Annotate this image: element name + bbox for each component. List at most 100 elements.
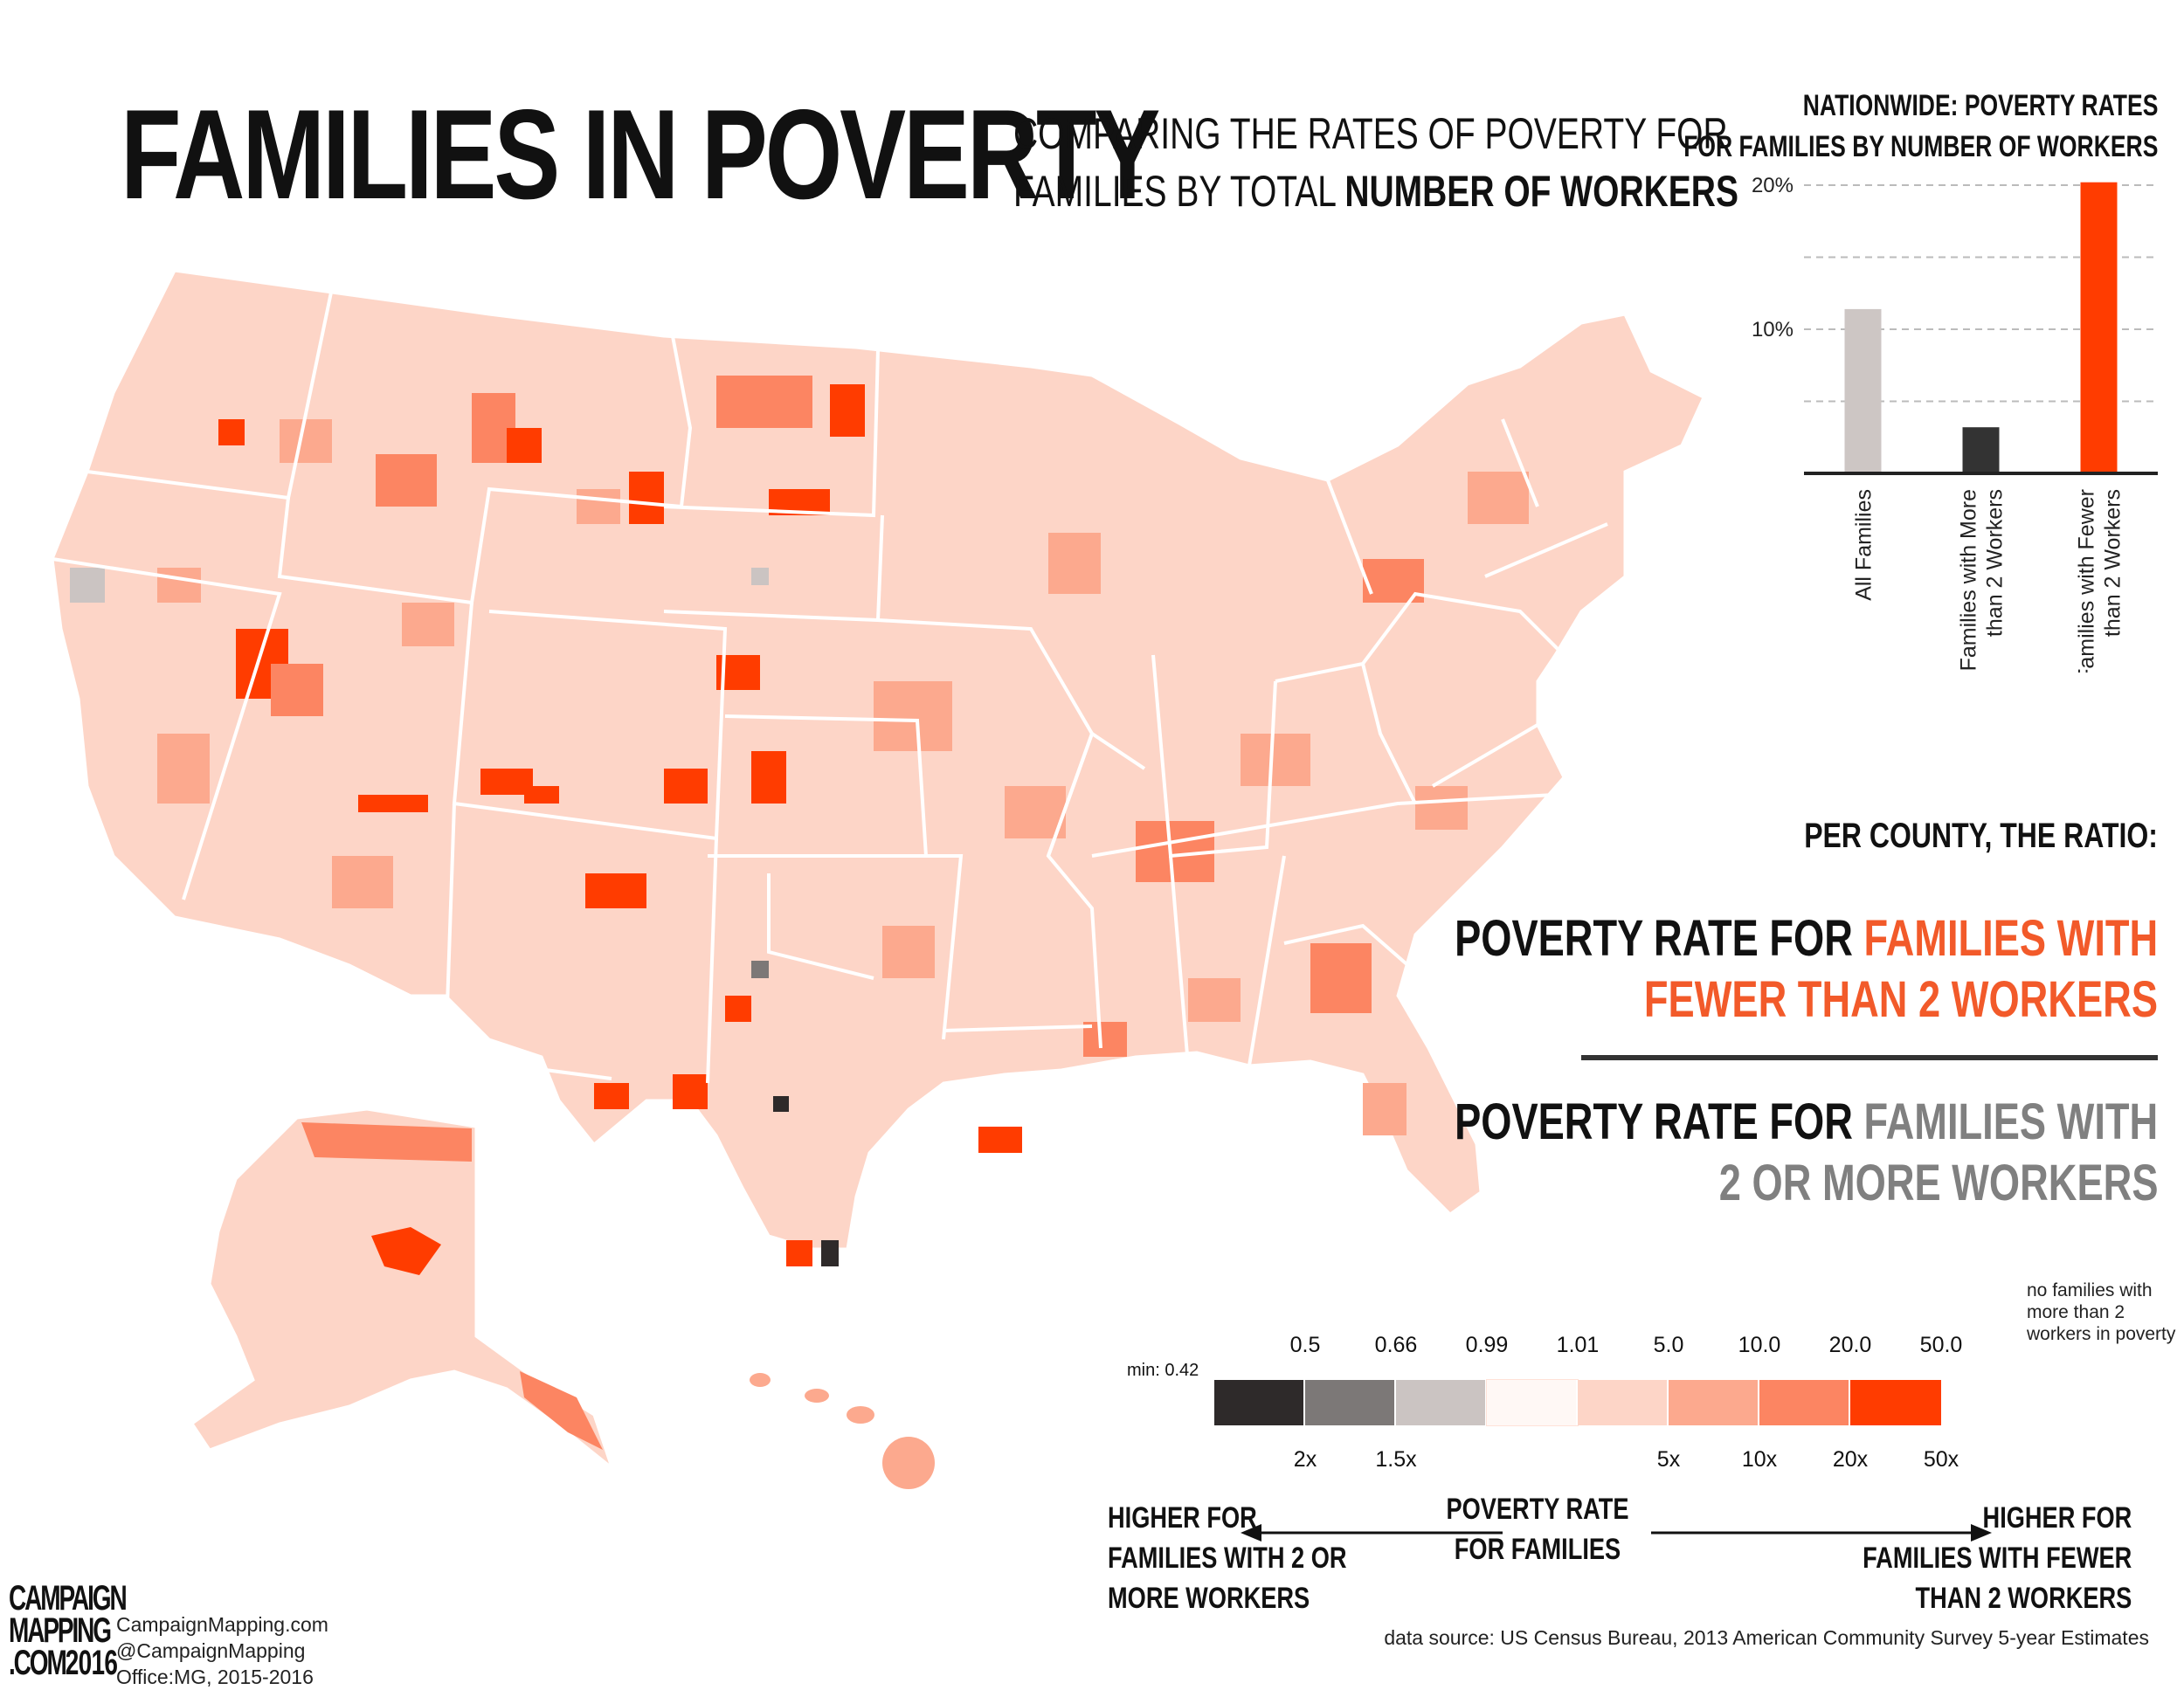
- legend-top-label: 50.0: [1919, 1333, 1963, 1357]
- legend-top-label: 1.01: [1556, 1333, 1600, 1357]
- subtitle-line-2: FAMILIES BY TOTAL NUMBER OF WORKERS: [1013, 162, 1738, 220]
- legend-bottom-label: 10x: [1741, 1447, 1778, 1472]
- logo-line-2: MAPPING: [9, 1611, 112, 1650]
- state-border: [277, 335, 693, 605]
- county-patch: [402, 603, 454, 646]
- county-patch: [524, 786, 559, 804]
- legend-center-label: POVERTY RATE FOR FAMILIES: [1446, 1489, 1628, 1569]
- hawaii-island-3: [847, 1406, 874, 1424]
- state-border: [1275, 591, 1565, 683]
- right-arrow-icon: [1651, 1524, 1992, 1542]
- county-patch: [882, 926, 935, 978]
- county-patch: [332, 856, 393, 908]
- legend-top-label: 0.99: [1465, 1333, 1509, 1357]
- county-patch: [1310, 943, 1372, 1013]
- subtitle-line-2-bold: NUMBER OF WORKERS: [1344, 167, 1738, 216]
- county-patch: [821, 1240, 839, 1266]
- county-patch: [507, 428, 542, 463]
- x-label-line: All Families: [1852, 489, 1876, 601]
- legend-swatch: [1214, 1380, 1305, 1425]
- county-patch: [1188, 978, 1241, 1022]
- chart-x-labels: All Families Families with More than 2 Wor…: [1852, 489, 2125, 673]
- nationwide-title-line-2: FOR FAMILIES BY NUMBER OF WORKERS: [1683, 130, 2158, 163]
- color-legend: 0.5 0.66 0.99 1.01 5.0 10.0 20.0 50.0 2x 1.5x 5x 10…: [1118, 1275, 2079, 1472]
- county-patch: [751, 751, 786, 804]
- subtitle-line-2-text: FAMILIES BY TOTAL: [1013, 167, 1345, 216]
- right-label-line: HIGHER FOR: [1982, 1501, 2132, 1535]
- nationwide-title-line-1: NATIONWIDE: POVERTY RATES: [1802, 89, 2158, 122]
- legend-swatch: [1578, 1380, 1669, 1425]
- state-border: [1091, 793, 1556, 1066]
- county-patch: [218, 419, 245, 445]
- numerator-highlight-1: FAMILIES WITH: [1863, 910, 2158, 967]
- county-patch: [1468, 472, 1529, 524]
- x-label-0: All Families: [1852, 489, 1876, 601]
- legend-top-label: 0.66: [1374, 1333, 1418, 1357]
- us-county-map: [51, 269, 1705, 1489]
- county-patch: [978, 1127, 1022, 1153]
- county-patch: [70, 568, 105, 603]
- numerator-line-1: POVERTY RATE FOR FAMILIES WITH: [1455, 908, 2158, 969]
- county-patch: [585, 873, 646, 908]
- county-patch: [157, 734, 210, 804]
- legend-bottom-label: 1.5x: [1375, 1447, 1417, 1472]
- county-patch: [1415, 786, 1468, 830]
- bar-0: [1844, 308, 1882, 473]
- numerator-prefix: POVERTY RATE FOR: [1454, 910, 1864, 967]
- county-patch: [629, 472, 664, 524]
- legend-top-label: 5.0: [1653, 1333, 1684, 1357]
- center-label-line: POVERTY RATE: [1446, 1493, 1629, 1526]
- county-patch: [376, 454, 437, 507]
- county-patch: [280, 419, 332, 463]
- county-patch: [594, 1083, 629, 1109]
- state-border: [1047, 730, 1434, 989]
- county-patches: [70, 376, 1529, 1266]
- alaska-interior-hotspot: [371, 1227, 441, 1275]
- county-patch: [673, 1074, 708, 1109]
- legend-bottom-label: 50x: [1923, 1447, 1959, 1472]
- chart-bars: [1844, 182, 2118, 473]
- state-border: [443, 803, 612, 1080]
- hawaii-island-2: [805, 1389, 829, 1403]
- x-label-line: than 2 Workers: [1983, 489, 2008, 637]
- county-patch: [1241, 734, 1310, 786]
- subtitle: COMPARING THE RATES OF POVERTY FOR FAMIL…: [1013, 105, 1738, 220]
- left-label-line: MORE WORKERS: [1108, 1582, 1310, 1615]
- legend-top-label: 0.5: [1289, 1333, 1321, 1357]
- state-border: [1361, 663, 1539, 804]
- county-patch: [664, 769, 708, 804]
- center-label-line: FOR FAMILIES: [1454, 1533, 1621, 1566]
- legend-swatch: [1850, 1380, 1941, 1425]
- state-border: [663, 348, 880, 1084]
- legend-bottom-label: 5x: [1656, 1447, 1681, 1472]
- county-patch: [773, 1096, 789, 1112]
- left-label-line: HIGHER FOR: [1108, 1501, 1257, 1535]
- bar-1: [1962, 427, 2000, 473]
- campaignmapping-logo: CAMPAIGN MAPPING .COM2016: [9, 1579, 128, 1682]
- numerator-line-2: FEWER THAN 2 WORKERS: [1643, 971, 2158, 1028]
- county-patch: [751, 961, 769, 978]
- logo-com: .COM: [9, 1644, 67, 1682]
- alaska-southeast: [520, 1371, 603, 1450]
- left-label-line: FAMILIES WITH 2 OR: [1108, 1542, 1347, 1575]
- legend-min-label: min: 0.42: [1127, 1361, 1199, 1380]
- legend-swatch: [1669, 1380, 1759, 1425]
- y-tick-label: 10%: [1752, 318, 1794, 341]
- y-tick-label: 20%: [1752, 174, 1794, 197]
- county-patch: [716, 376, 812, 428]
- denominator-line-2: 2 OR MORE WORKERS: [1718, 1155, 2158, 1211]
- alaska-shape: [190, 1107, 615, 1472]
- logo-line-3: .COM2016: [9, 1644, 126, 1682]
- contiguous-us-shape: [51, 269, 1705, 1251]
- legend-swatch: [1486, 1379, 1579, 1426]
- hawaii-island-1: [750, 1373, 771, 1387]
- x-label-line: Families with Fewer: [2075, 489, 2099, 673]
- logo-line-1: CAMPAIGN: [9, 1579, 128, 1618]
- credit-website: CampaignMapping.com: [116, 1613, 328, 1636]
- legend-swatch: [1396, 1380, 1487, 1425]
- county-patch: [1363, 1083, 1406, 1135]
- denominator-prefix: POVERTY RATE FOR: [1454, 1093, 1864, 1150]
- county-patch: [358, 795, 428, 812]
- county-patch: [1048, 533, 1101, 594]
- x-label-1: Families with More than 2 Workers: [1957, 489, 2008, 671]
